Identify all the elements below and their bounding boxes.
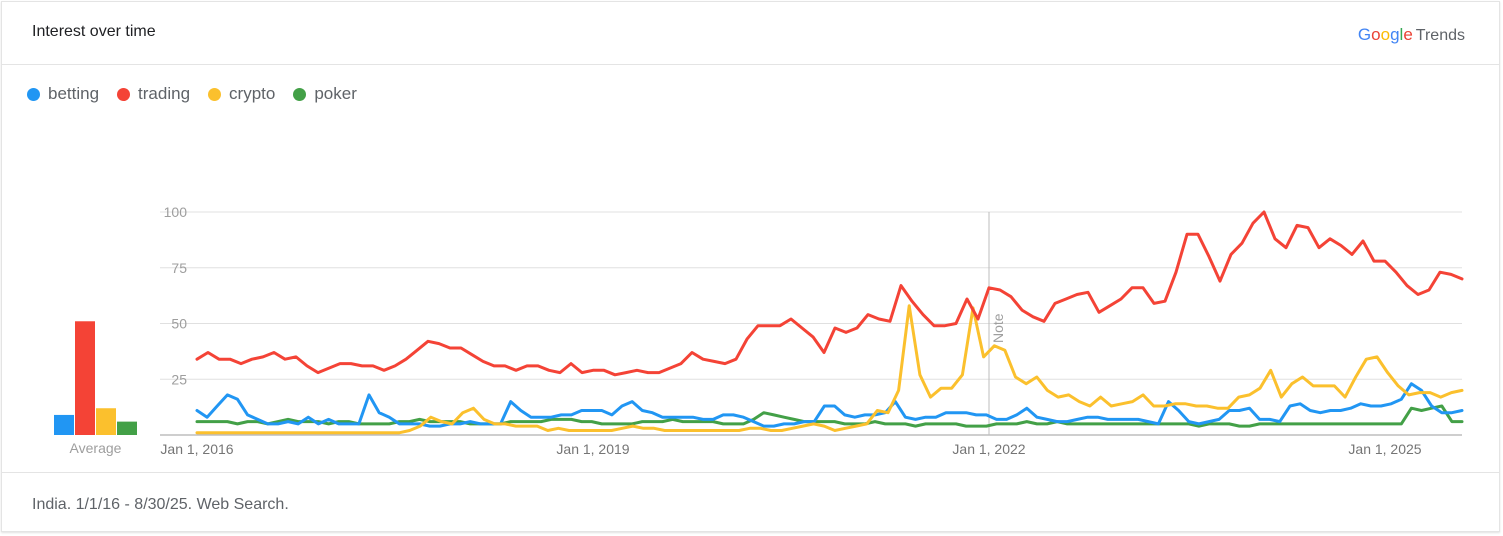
legend-item-trading[interactable]: trading bbox=[117, 84, 190, 104]
average-bar-crypto bbox=[96, 408, 116, 435]
average-label: Average bbox=[70, 440, 122, 456]
note-label[interactable]: Note bbox=[990, 313, 1006, 343]
y-tick-label: 25 bbox=[171, 371, 187, 387]
legend-dot bbox=[27, 87, 40, 101]
footer-text: India. 1/1/16 - 8/30/25. Web Search. bbox=[32, 496, 289, 513]
series-line-trading bbox=[195, 210, 1464, 377]
card-footer: India. 1/1/16 - 8/30/25. Web Search. bbox=[2, 472, 1499, 533]
x-tick-label: Jan 1, 2025 bbox=[1348, 441, 1421, 457]
x-tick-label: Jan 1, 2022 bbox=[952, 441, 1025, 457]
y-tick-label: 100 bbox=[164, 204, 188, 220]
google-trends-logo[interactable]: Google Trends bbox=[1357, 25, 1465, 44]
legend-dot bbox=[293, 87, 307, 101]
legend-label: trading bbox=[138, 84, 191, 103]
legend-dot bbox=[208, 87, 222, 101]
legend-item-crypto[interactable]: crypto bbox=[208, 84, 275, 104]
legend-label: crypto bbox=[229, 84, 276, 103]
legend-item-betting[interactable]: betting bbox=[27, 84, 99, 104]
card-header: Interest over time Google Trends bbox=[2, 2, 1499, 65]
average-bar-poker bbox=[117, 421, 137, 435]
legend: betting trading crypto poker bbox=[27, 84, 375, 104]
legend-label: betting bbox=[48, 84, 100, 103]
series-line-crypto bbox=[195, 304, 1464, 435]
average-bar-trading bbox=[75, 321, 95, 435]
legend-dot bbox=[117, 87, 131, 101]
interest-chart: 25 50 75 100 Jan 1, 2016 Jan 1, 2019 Jan 1, 20… bbox=[54, 204, 1464, 457]
y-tick-label: 75 bbox=[171, 260, 187, 276]
legend-item-poker[interactable]: poker bbox=[293, 84, 357, 104]
series-line-betting bbox=[195, 382, 1464, 428]
average-bar-betting bbox=[54, 414, 74, 435]
card-title: Interest over time bbox=[32, 23, 156, 40]
y-tick-label: 50 bbox=[171, 316, 187, 332]
x-tick-label: Jan 1, 2019 bbox=[556, 441, 629, 457]
series-line-poker bbox=[195, 404, 1464, 428]
trends-label: Trends bbox=[1415, 27, 1465, 44]
x-tick-label: Jan 1, 2016 bbox=[160, 441, 233, 457]
legend-label: poker bbox=[314, 84, 357, 103]
